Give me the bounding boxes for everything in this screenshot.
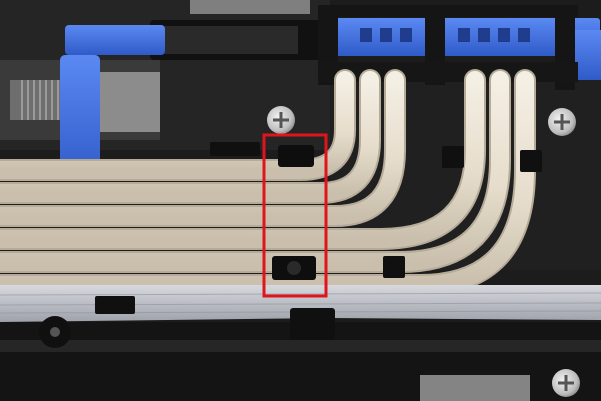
clip-icon (272, 145, 316, 280)
blue-clip-bar (60, 18, 601, 181)
bottom-rail (0, 340, 601, 352)
screw-icon (552, 369, 580, 397)
clip-hole (50, 327, 60, 337)
tube-clips (39, 142, 542, 348)
gear-spring (10, 72, 160, 132)
screw-icon (548, 108, 576, 136)
ink-tubes (0, 69, 536, 296)
ribbon-cable (0, 285, 601, 322)
screw-icon (267, 106, 295, 134)
highlight-box (262, 133, 328, 298)
upper-light-part (190, 0, 310, 14)
tube-guide-frame (318, 5, 578, 90)
bottom-light-part (420, 375, 530, 401)
rod-sleeve (158, 26, 298, 54)
